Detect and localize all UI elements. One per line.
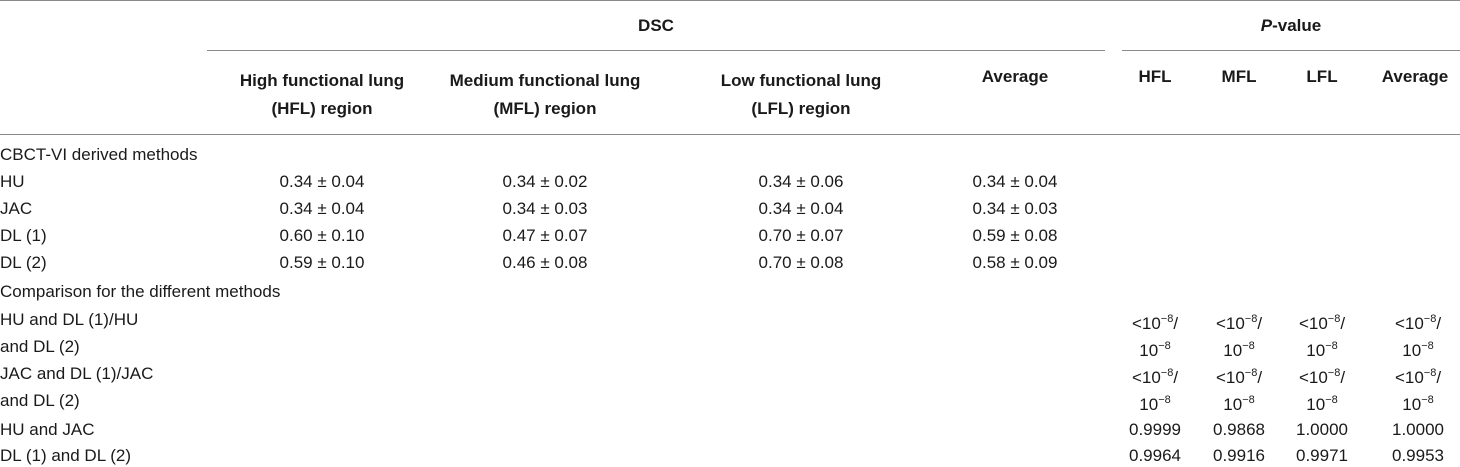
pvalue-cell-avg: 1.0000: [1392, 420, 1444, 439]
pvalue-cell-hfl: <10−8/ 10−8: [1131, 367, 1179, 415]
header-bottom-rule: [0, 134, 1460, 135]
dsc-group-header: DSC: [638, 16, 674, 35]
cell-lfl: 0.34 ± 0.04: [758, 199, 844, 218]
row-name: JAC and DL (1)/JAC: [0, 364, 154, 383]
section-label-comparison: Comparison for the different methods: [0, 282, 281, 301]
pvalue-cell-mfl: <10−8/ 10−8: [1215, 367, 1263, 415]
cell-mfl: 0.34 ± 0.02: [502, 172, 588, 191]
pvalue-cell-mfl: 0.9916: [1213, 446, 1265, 465]
cell-avg: 0.58 ± 0.09: [972, 253, 1058, 272]
pvalue-span-rule: [1122, 50, 1460, 51]
cell-mfl: 0.46 ± 0.08: [502, 253, 588, 272]
pvalue-cell-lfl: <10−8/ 10−8: [1298, 367, 1346, 415]
col-header-average-p: Average: [1381, 67, 1449, 86]
cell-avg: 0.34 ± 0.03: [972, 199, 1058, 218]
row-name-cont: and DL (2): [0, 337, 80, 356]
col-header-average: Average: [981, 67, 1049, 86]
pvalue-cell-mfl: <10−8/ 10−8: [1215, 313, 1263, 361]
table-top-rule: [0, 0, 1460, 1]
cell-hfl: 0.34 ± 0.04: [279, 199, 365, 218]
row-name: JAC: [0, 199, 33, 218]
pvalue-cell-avg: <10−8/ 10−8: [1394, 367, 1442, 415]
dsc-span-rule: [207, 50, 1105, 51]
pvalue-cell-lfl: 1.0000: [1296, 420, 1348, 439]
cell-avg: 0.59 ± 0.08: [972, 226, 1058, 245]
row-name-cont: and DL (2): [0, 391, 80, 410]
col-header-hfl: HFL: [1138, 67, 1172, 86]
cell-hfl: 0.60 ± 0.10: [279, 226, 365, 245]
cell-mfl: 0.34 ± 0.03: [502, 199, 588, 218]
pvalue-group-header: P-value: [1260, 16, 1322, 35]
col-header-hfl-region: High functional lung (HFL) region: [239, 71, 405, 118]
cell-lfl: 0.70 ± 0.07: [758, 226, 844, 245]
cell-hfl: 0.59 ± 0.10: [279, 253, 365, 272]
col-header-mfl: MFL: [1221, 67, 1257, 86]
pvalue-cell-lfl: 0.9971: [1296, 446, 1348, 465]
row-name: DL (1): [0, 226, 47, 245]
cell-avg: 0.34 ± 0.04: [972, 172, 1058, 191]
cell-hfl: 0.34 ± 0.04: [279, 172, 365, 191]
pvalue-cell-hfl: 0.9999: [1129, 420, 1181, 439]
row-name: HU: [0, 172, 25, 191]
pvalue-cell-lfl: <10−8/ 10−8: [1298, 313, 1346, 361]
row-name: DL (1) and DL (2): [0, 446, 132, 465]
section-label-cbct: CBCT-VI derived methods: [0, 145, 198, 164]
col-header-mfl-region: Medium functional lung (MFL) region: [449, 71, 641, 118]
cell-mfl: 0.47 ± 0.07: [502, 226, 588, 245]
row-name: HU and DL (1)/HU: [0, 310, 139, 329]
pvalue-cell-hfl: 0.9964: [1129, 446, 1181, 465]
pvalue-cell-avg: <10−8/ 10−8: [1394, 313, 1442, 361]
row-name: HU and JAC: [0, 420, 95, 439]
pvalue-cell-mfl: 0.9868: [1213, 420, 1265, 439]
pvalue-cell-hfl: <10−8/ 10−8: [1131, 313, 1179, 361]
row-name: DL (2): [0, 253, 47, 272]
cell-lfl: 0.70 ± 0.08: [758, 253, 844, 272]
col-header-lfl-region: Low functional lung (LFL) region: [720, 71, 882, 118]
col-header-lfl: LFL: [1306, 67, 1338, 86]
cell-lfl: 0.34 ± 0.06: [758, 172, 844, 191]
pvalue-cell-avg: 0.9953: [1392, 446, 1444, 465]
